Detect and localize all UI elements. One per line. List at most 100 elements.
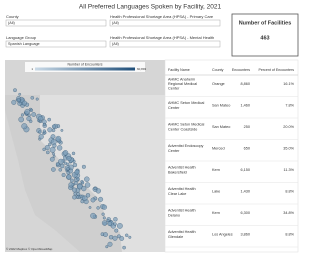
facility-dot[interactable] [42,147,46,152]
facility-dot[interactable] [113,222,117,226]
facility-dot[interactable] [16,98,21,102]
facility-dot[interactable] [49,146,56,153]
facility-dot[interactable] [93,186,97,191]
facility-dot[interactable] [50,134,56,139]
facility-dot[interactable] [62,150,69,156]
facility-dot[interactable] [66,174,72,180]
facility-dot[interactable] [47,127,53,133]
facility-dot[interactable] [85,193,91,198]
facility-dot[interactable] [81,186,87,192]
facility-dot[interactable] [81,181,85,185]
facility-dot[interactable] [95,188,101,194]
filter-dropdown[interactable] [109,19,221,27]
facility-dot[interactable] [66,167,70,171]
facility-dot[interactable] [107,221,113,226]
facility-dot[interactable] [114,228,119,233]
facility-dot[interactable] [66,170,70,175]
facility-dot[interactable] [73,180,78,185]
facility-dot[interactable] [66,162,70,166]
facility-dot[interactable] [13,88,17,93]
facility-dot[interactable] [74,169,80,175]
facility-dot[interactable] [105,245,109,249]
facility-dot[interactable] [72,162,78,168]
facility-dot[interactable] [42,122,46,126]
facility-dot[interactable] [60,129,64,132]
facility-dot[interactable] [66,156,72,161]
facility-dot[interactable] [38,134,44,140]
facility-dot[interactable] [63,161,67,165]
facility-dot[interactable] [96,206,100,210]
facility-dot[interactable] [47,117,51,122]
facility-dot[interactable] [101,220,108,226]
facility-dot[interactable] [42,129,46,133]
facility-dot[interactable] [31,112,37,117]
facility-dot[interactable] [22,100,27,106]
facility-dot[interactable] [70,178,74,183]
facility-dot[interactable] [52,143,57,148]
facility-dot[interactable] [61,173,66,177]
facility-dot[interactable] [80,199,85,204]
facility-dot[interactable] [125,233,129,237]
facility-dot[interactable] [112,235,118,241]
facility-dot[interactable] [72,195,77,200]
facility-dot[interactable] [98,196,104,202]
facility-dot[interactable] [38,130,42,134]
facility-dot[interactable] [24,108,31,115]
facility-dot[interactable] [84,182,91,188]
facility-dot[interactable] [128,235,132,239]
facility-dot[interactable] [90,212,96,219]
facility-dot[interactable] [82,195,88,201]
facility-dot[interactable] [122,245,126,250]
facility-dot[interactable] [46,150,50,155]
facility-dot[interactable] [56,145,63,151]
facility-dot[interactable] [103,232,108,237]
facility-dot[interactable] [37,115,44,122]
facility-dot[interactable] [60,163,65,169]
facility-dot[interactable] [29,108,34,112]
facility-dot[interactable] [101,212,105,216]
facility-dot[interactable] [18,116,24,123]
facility-dot[interactable] [52,152,56,156]
facility-dot[interactable] [21,123,28,130]
facility-dot[interactable] [44,145,50,150]
facility-dot[interactable] [30,96,35,100]
facility-dot[interactable] [51,167,56,172]
facility-dot[interactable] [72,187,77,193]
facility-dot[interactable] [88,206,92,209]
facility-dot[interactable] [49,156,55,162]
facility-dot[interactable] [101,204,107,210]
facility-dot[interactable] [73,191,77,196]
facility-dot[interactable] [107,241,113,247]
facility-dot[interactable] [68,182,74,188]
filter-dropdown[interactable] [5,19,107,27]
filter-dropdown[interactable] [5,40,107,48]
facility-dot[interactable] [71,151,76,156]
filter-dropdown[interactable] [109,40,221,48]
facility-dot[interactable] [20,113,25,117]
facility-dot[interactable] [51,124,56,129]
facility-dot[interactable] [113,217,118,222]
facility-dot[interactable] [79,194,83,198]
facility-dot[interactable] [51,128,56,133]
facility-dot[interactable] [117,234,121,239]
facility-dot[interactable] [55,162,60,166]
facility-dot[interactable] [102,216,106,220]
facility-dot[interactable] [119,236,125,241]
facility-dot[interactable] [58,158,64,165]
facility-dot[interactable] [72,159,76,163]
facility-dot[interactable] [84,176,90,182]
facility-dot[interactable] [26,116,32,122]
facility-dot[interactable] [52,154,56,158]
facility-dot[interactable] [76,177,80,181]
facility-dot[interactable] [81,164,86,169]
facility-dot[interactable] [48,142,52,147]
facility-dot[interactable] [11,99,17,105]
facility-dot[interactable] [106,219,110,223]
facility-dot[interactable] [108,235,114,240]
facility-dot[interactable] [76,192,81,196]
facility-dot[interactable] [117,223,123,229]
facility-dot[interactable] [35,97,39,101]
facility-dot[interactable] [55,135,62,142]
facility-dot[interactable] [58,168,63,172]
facility-dot[interactable] [90,197,96,203]
